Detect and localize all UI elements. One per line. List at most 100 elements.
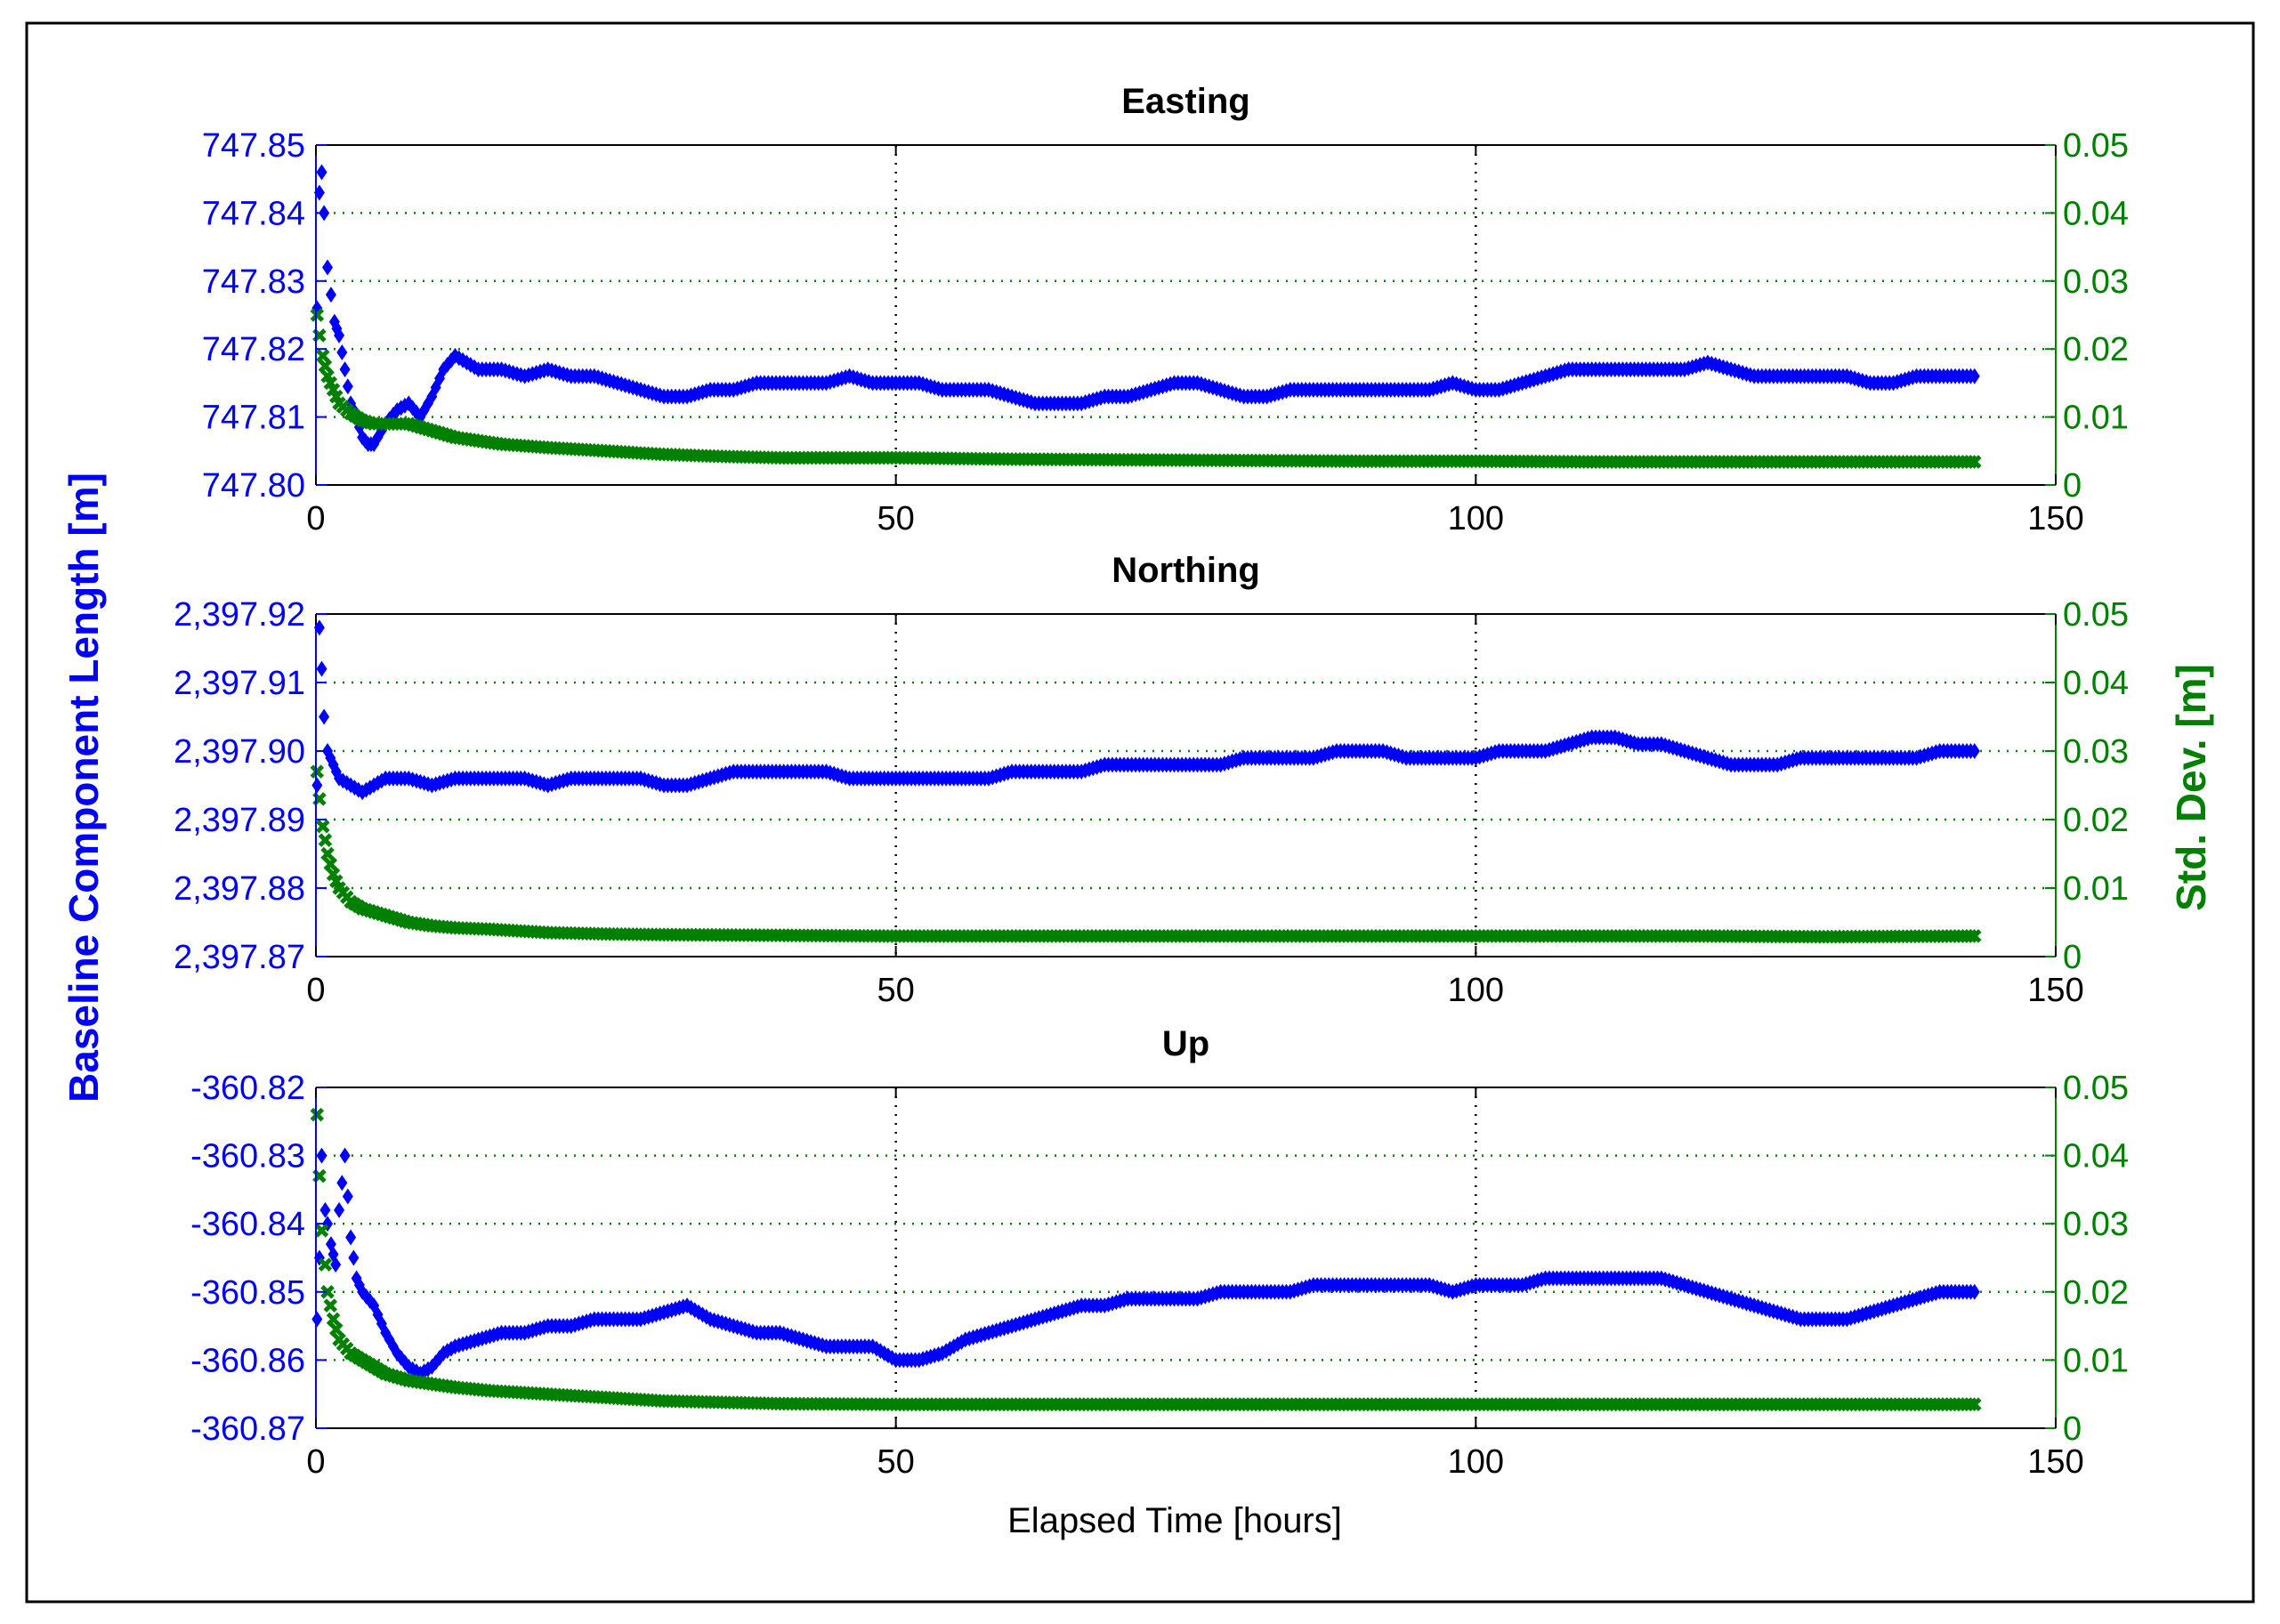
data-point — [323, 1298, 338, 1313]
data-point — [319, 1201, 331, 1218]
x-tick-label: 50 — [877, 500, 915, 537]
x-tick-label: 100 — [1448, 500, 1504, 537]
y-tick-label-right: 0 — [2063, 939, 2082, 976]
data-point — [316, 164, 327, 181]
data-point — [339, 1147, 351, 1164]
plot-area — [316, 614, 2056, 957]
data-point — [320, 1285, 335, 1299]
x-tick-label: 0 — [306, 500, 325, 537]
y-axis-label-right: Std. Dev. [m] — [2168, 664, 2214, 911]
data-point — [1968, 929, 1982, 943]
y-tick-label-left: 747.84 — [202, 195, 305, 232]
y-tick-label-left: 2,397.91 — [174, 665, 305, 702]
y-tick-label-right: 0.05 — [2063, 596, 2129, 634]
x-tick-label: 50 — [877, 972, 915, 1009]
x-tick-label: 100 — [1448, 972, 1504, 1009]
series-component-length — [311, 619, 1980, 801]
y-tick-label-right: 0.03 — [2063, 263, 2129, 301]
data-point — [339, 361, 351, 378]
series-std-dev — [310, 308, 1982, 469]
y-tick-label-left: 2,397.90 — [174, 733, 305, 771]
data-point — [1963, 455, 1978, 469]
y-tick-label-right: 0.01 — [2063, 870, 2129, 908]
data-point — [318, 359, 333, 374]
x-axis-label: Elapsed Time [hours] — [1007, 1501, 1342, 1540]
y-tick-label-left: -360.87 — [190, 1410, 305, 1448]
data-point — [318, 833, 333, 847]
panel-up: -360.87 -360.86 -360.85 -360.84 -360.83 -360.… — [190, 1024, 2129, 1481]
data-point — [311, 1311, 323, 1328]
y-tick-label-right: 0.03 — [2063, 733, 2129, 771]
data-point — [316, 660, 327, 677]
y-tick-label-left: 747.85 — [202, 127, 305, 165]
data-point — [342, 1188, 353, 1205]
data-point — [348, 1249, 360, 1266]
y-tick-label-left: -360.83 — [190, 1138, 305, 1176]
data-point — [316, 349, 330, 363]
x-tick-label: 0 — [306, 972, 325, 1009]
data-point — [1969, 1283, 1980, 1300]
data-point — [1968, 1397, 1982, 1411]
y-tick-label-left: 747.80 — [202, 467, 305, 505]
data-point — [311, 777, 323, 794]
data-point — [310, 1107, 325, 1122]
panel-northing: 2,397.87 2,397.88 2,397.89 2,397.90 2,397.91… — [174, 551, 2129, 1009]
y-tick-label-right: 0.03 — [2063, 1206, 2129, 1243]
y-tick-label-left: 747.82 — [202, 331, 305, 368]
y-axis-label-left: Baseline Component Length [m] — [61, 473, 107, 1103]
data-point — [1963, 1397, 1978, 1411]
x-tick-label: 150 — [2027, 1443, 2083, 1481]
data-point — [310, 764, 325, 779]
y-tick-label-left: 2,397.88 — [174, 870, 305, 908]
series-component-length — [311, 164, 1980, 453]
data-point — [1969, 743, 1980, 759]
data-point — [336, 344, 348, 361]
x-tick-label: 150 — [2027, 972, 2083, 1009]
data-point — [334, 1201, 345, 1218]
data-point — [316, 819, 330, 834]
y-tick-label-left: -360.85 — [190, 1274, 305, 1312]
y-tick-label-right: 0.02 — [2063, 331, 2129, 368]
panel-title: Easting — [1121, 82, 1249, 121]
data-point — [322, 259, 334, 276]
data-point — [330, 1256, 342, 1273]
data-point — [323, 857, 338, 871]
y-tick-label-right: 0 — [2063, 1410, 2082, 1448]
y-tick-label-left: 747.83 — [202, 263, 305, 301]
x-tick-label: 150 — [2027, 500, 2083, 537]
data-point — [325, 287, 336, 303]
x-tick-label: 100 — [1448, 1443, 1504, 1481]
data-point — [1969, 368, 1980, 384]
series-component-length — [311, 1147, 1980, 1382]
y-tick-label-right: 0.04 — [2063, 1138, 2129, 1176]
y-tick-label-left: 2,397.92 — [174, 596, 305, 634]
data-point — [314, 1224, 329, 1238]
y-tick-label-left: 2,397.89 — [174, 802, 305, 839]
data-point — [326, 1312, 341, 1327]
data-point — [334, 327, 345, 343]
x-tick-label: 50 — [877, 1443, 915, 1481]
series-std-dev — [310, 764, 1982, 944]
data-point — [320, 846, 335, 861]
plot-area — [316, 145, 2056, 485]
data-point — [329, 1322, 344, 1337]
data-point — [345, 1229, 357, 1246]
data-point — [319, 708, 330, 725]
data-point — [318, 1257, 333, 1272]
y-tick-label-right: 0.04 — [2063, 665, 2129, 702]
y-tick-label-left: -360.86 — [190, 1342, 305, 1379]
data-point — [449, 347, 461, 364]
y-tick-label-right: 0.02 — [2063, 802, 2129, 839]
y-tick-label-right: 0.01 — [2063, 1342, 2129, 1379]
y-tick-label-right: 0.01 — [2063, 400, 2129, 437]
y-tick-label-right: 0.04 — [2063, 195, 2129, 232]
y-tick-label-right: 0.05 — [2063, 127, 2129, 165]
x-tick-label: 0 — [306, 1443, 325, 1481]
series-std-dev — [310, 1107, 1982, 1411]
y-tick-label-left: -360.82 — [190, 1070, 305, 1107]
data-point — [310, 308, 325, 322]
y-tick-label-right: 0.02 — [2063, 1274, 2129, 1312]
panel-easting: 747.80 747.81 747.82 747.83 747.84 747.85 0 0.0… — [202, 82, 2129, 537]
y-tick-label-left: 2,397.87 — [174, 939, 305, 976]
